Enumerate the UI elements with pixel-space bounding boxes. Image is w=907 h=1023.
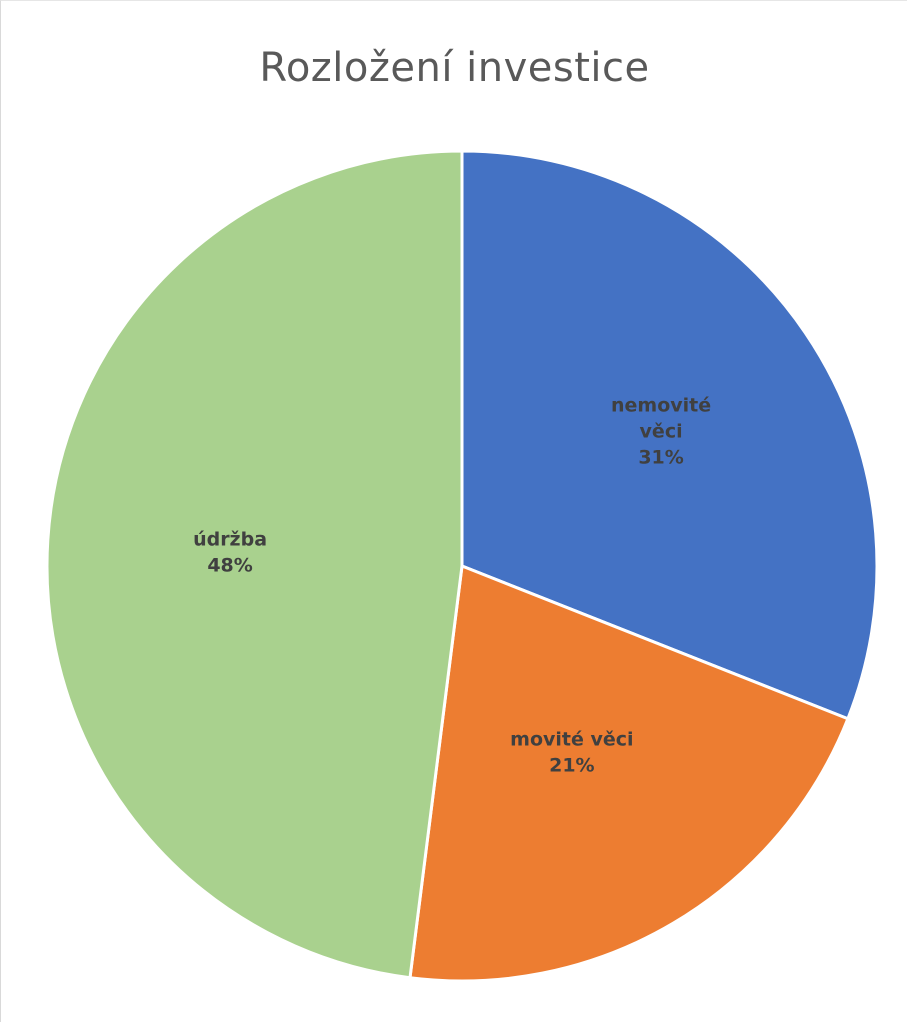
pie-slice-movité-věci <box>408 564 850 983</box>
pie-slices <box>45 149 879 983</box>
pie-data-label: movité věci 21% <box>510 729 633 777</box>
pie-labels: nemovité věci 31% movité věci 21% údržba 48% <box>193 395 711 777</box>
pie-slice-nemovité-věci <box>460 149 879 721</box>
pie-data-label: údržba 48% <box>193 528 267 576</box>
chart-title: Rozložení investice <box>259 45 650 91</box>
pie-slice-údržba <box>45 149 464 980</box>
pie-data-label: nemovité věci 31% <box>611 395 711 469</box>
